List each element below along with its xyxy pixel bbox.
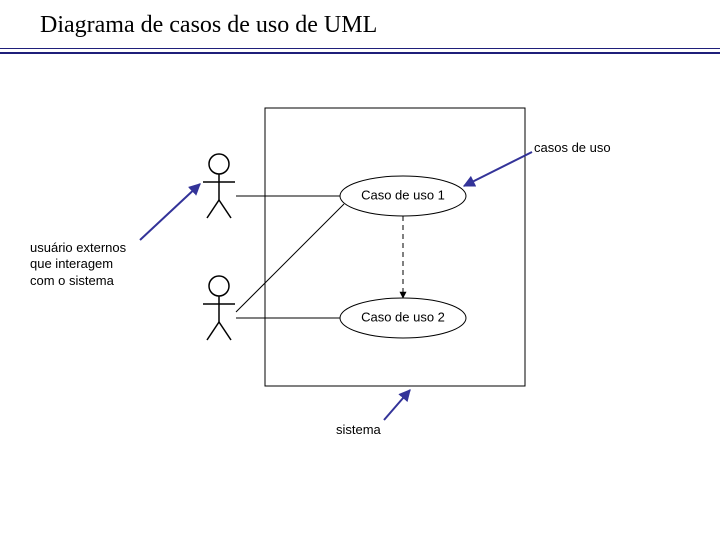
- usecase-1: Caso de uso 1: [340, 176, 466, 216]
- callout-actors-label: usuário externos que interagem com o sis…: [30, 240, 126, 289]
- callout-system-label: sistema: [336, 422, 381, 438]
- slide-canvas: Diagrama de casos de uso de UML casos de…: [0, 0, 720, 540]
- usecase-2-label: Caso de uso 2: [361, 309, 445, 324]
- callout-system-arrow: [384, 390, 410, 420]
- system-boundary: [265, 108, 525, 386]
- assoc-actor2-uc1: [236, 204, 344, 312]
- slide-title: Diagrama de casos de uso de UML: [40, 12, 377, 39]
- title-rule-thin: [0, 48, 720, 49]
- callout-usecases-arrow: [464, 152, 532, 186]
- usecase-2: Caso de uso 2: [340, 298, 466, 338]
- callout-actors-arrow: [140, 184, 200, 240]
- title-rule-thick: [0, 52, 720, 54]
- callout-usecases-label: casos de uso: [534, 140, 611, 156]
- usecase-1-label: Caso de uso 1: [361, 187, 445, 202]
- actor-1: [203, 154, 235, 218]
- actor-2: [203, 276, 235, 340]
